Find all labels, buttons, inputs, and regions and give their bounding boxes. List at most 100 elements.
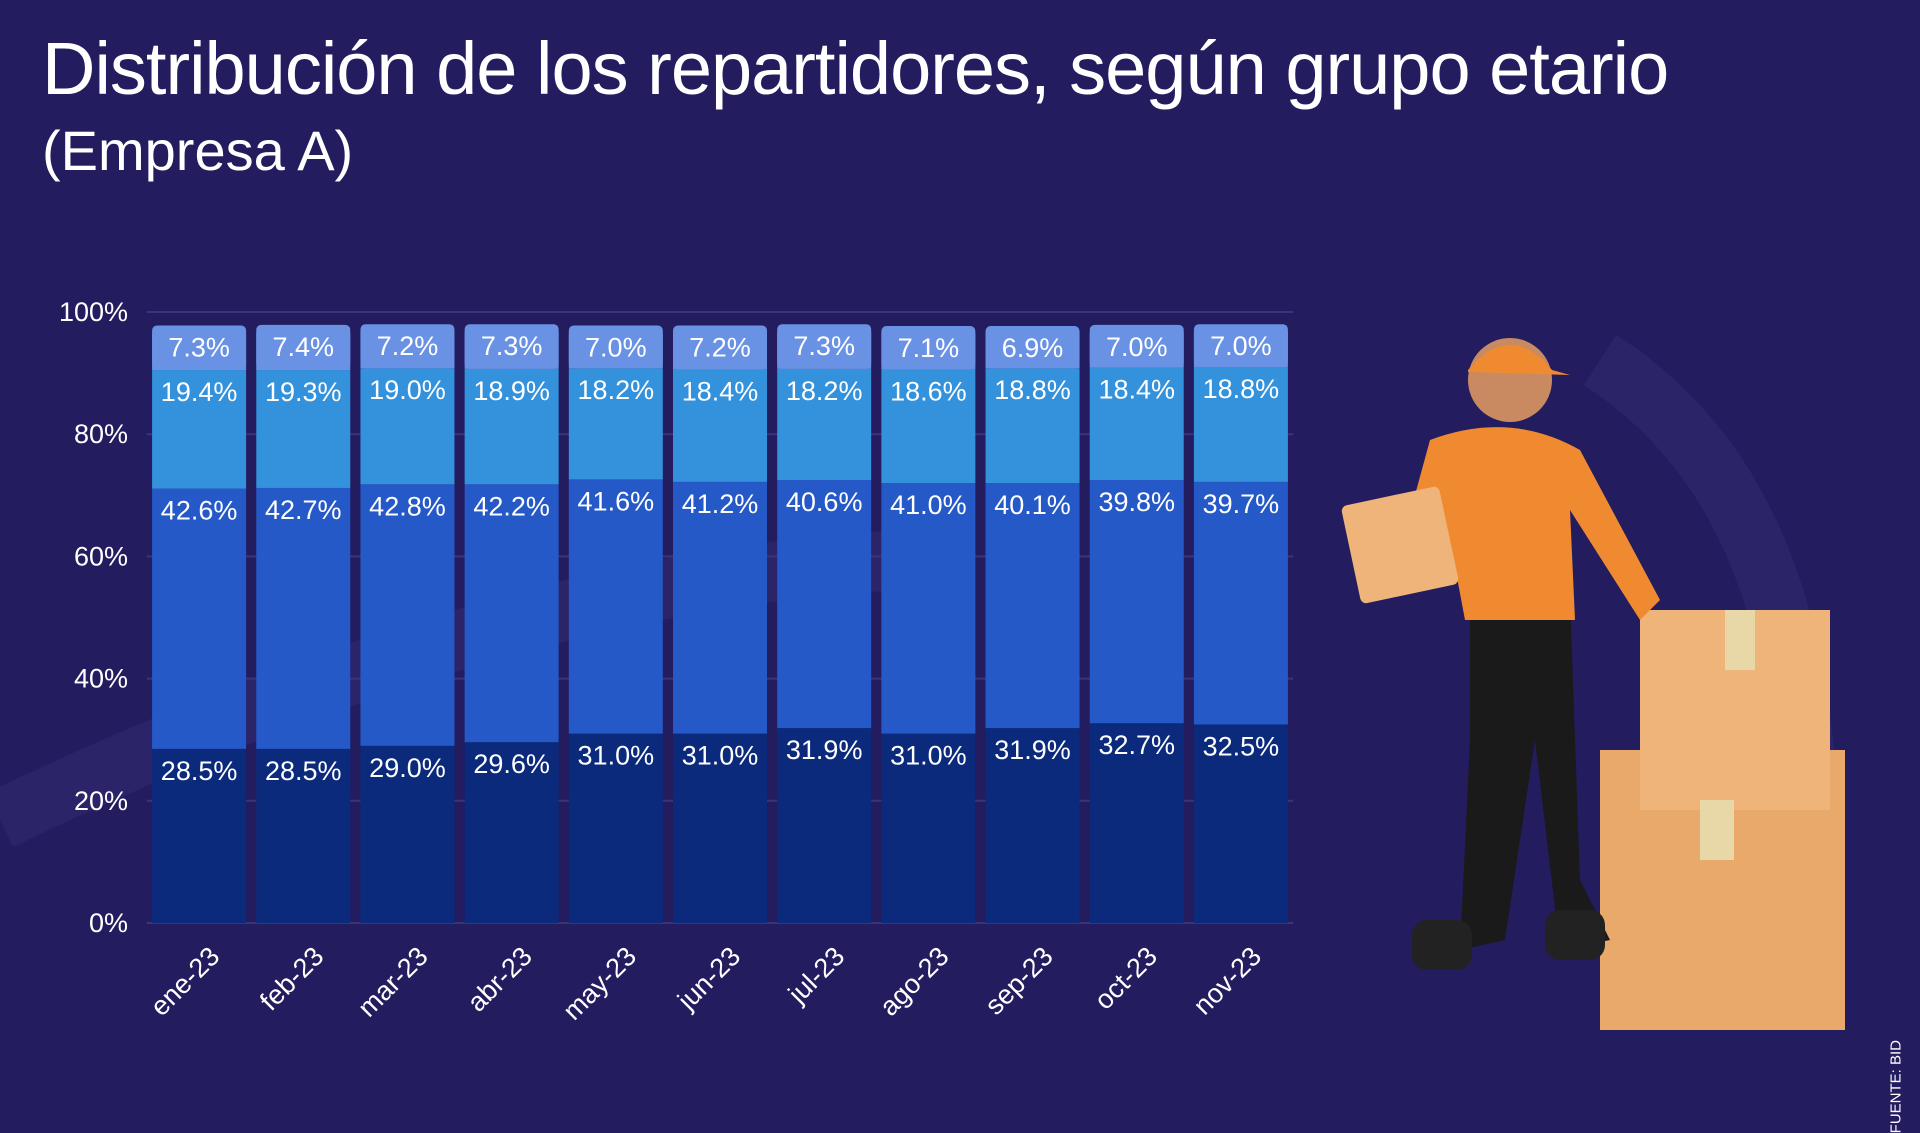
data-label: 7.2% (689, 332, 751, 362)
data-label: 39.7% (1203, 489, 1280, 519)
bar-segment (985, 368, 1080, 484)
data-label: 18.8% (994, 375, 1071, 405)
data-label: 7.3% (481, 331, 543, 361)
bar-segment (881, 733, 976, 923)
data-label: 31.0% (682, 741, 759, 771)
data-label: 7.3% (168, 332, 230, 362)
data-label: 28.5% (161, 756, 238, 786)
data-label: 31.0% (578, 741, 655, 771)
legs (1460, 600, 1610, 950)
bar-segment (673, 481, 767, 734)
bar-segment (256, 370, 351, 488)
chart-title: Distribución de los repartidores, según … (42, 27, 1669, 110)
data-label: 42.6% (161, 496, 238, 526)
bar-segment (1089, 480, 1184, 724)
bar-segment (881, 483, 976, 734)
data-label: 18.2% (786, 376, 863, 406)
y-tick-label: 40% (74, 664, 128, 694)
bar-segment (673, 733, 767, 923)
x-tick-label: jul-23 (782, 941, 851, 1010)
data-label: 19.4% (161, 377, 238, 407)
box-small (1341, 486, 1459, 604)
bar-segment (568, 733, 663, 923)
data-label: 18.4% (682, 376, 759, 406)
bar-segment (777, 728, 872, 923)
y-tick-label: 0% (89, 908, 128, 938)
x-tick-label: jun-23 (671, 941, 746, 1016)
bar-segment (464, 368, 559, 485)
data-label: 41.2% (682, 489, 759, 519)
data-label: 32.5% (1203, 731, 1280, 761)
x-tick-label: may-23 (557, 941, 642, 1026)
data-label: 18.4% (1098, 375, 1175, 405)
data-label: 42.7% (265, 495, 342, 525)
data-label: 7.3% (793, 331, 855, 361)
orange-sweater (1400, 427, 1660, 620)
bar-segment (673, 369, 767, 482)
shoe (1412, 920, 1472, 970)
x-tick-label: nov-23 (1188, 941, 1268, 1021)
data-label: 31.9% (994, 735, 1071, 765)
data-label: 7.0% (1106, 332, 1168, 362)
x-tick-label: ago-23 (874, 941, 955, 1022)
data-label: 42.8% (369, 491, 446, 521)
x-tick-label: feb-23 (254, 941, 329, 1016)
data-label: 19.3% (265, 377, 342, 407)
data-label: 40.6% (786, 487, 863, 517)
data-label: 7.1% (898, 333, 960, 363)
shoe (1545, 910, 1605, 960)
data-label: 40.1% (994, 490, 1071, 520)
bar-segment (152, 370, 247, 489)
data-label: 18.9% (473, 376, 550, 406)
data-label: 7.2% (377, 331, 439, 361)
data-label: 18.2% (578, 375, 655, 405)
x-tick-label: ene-23 (145, 941, 226, 1022)
bar-segment (1089, 723, 1184, 923)
x-tick-label: oct-23 (1089, 941, 1163, 1015)
data-label: 28.5% (265, 756, 342, 786)
bar-segment (568, 479, 663, 734)
bar-segment (360, 745, 455, 923)
data-label: 42.2% (473, 491, 550, 521)
y-tick-label: 100% (59, 297, 128, 327)
y-tick-label: 20% (74, 786, 128, 816)
chart-subtitle: (Empresa A) (42, 119, 354, 182)
bar-segment (1193, 366, 1288, 482)
x-tick-label: abr-23 (461, 941, 537, 1017)
bar-segment (985, 483, 1080, 729)
bar-segment (464, 484, 559, 743)
data-label: 18.8% (1203, 374, 1280, 404)
x-tick-label: sep-23 (979, 941, 1059, 1021)
data-label: 29.6% (473, 749, 550, 779)
bar-segment (360, 484, 455, 746)
bar-segment (360, 368, 455, 485)
y-tick-label: 80% (74, 419, 128, 449)
delivery-person-illustration (1341, 338, 1845, 1030)
data-label: 41.6% (578, 486, 655, 516)
bar-segment (985, 728, 1080, 923)
bar-segment (777, 368, 872, 481)
data-label: 7.4% (272, 332, 334, 362)
bar-segment (1089, 367, 1184, 481)
data-label: 18.6% (890, 376, 967, 406)
cap (1468, 345, 1570, 375)
bar-segment (1193, 724, 1288, 923)
data-label: 6.9% (1002, 333, 1064, 363)
bar-segment (256, 748, 351, 923)
data-label: 32.7% (1098, 730, 1175, 760)
bar-segment (152, 748, 247, 923)
bar-segment (1193, 481, 1288, 725)
data-label: 39.8% (1098, 487, 1175, 517)
data-label: 7.0% (585, 332, 647, 362)
bar-segment (881, 369, 976, 484)
bar-segment (777, 480, 872, 729)
source-note: FUENTE: BID (1887, 1040, 1904, 1133)
bar-segment (568, 368, 663, 480)
stacked-bar-chart: 0% 20% 40% 60% 80% 100% 28.5% 42.6% 19.4% 7.3% ene… (58, 297, 1293, 1026)
bar-segment (256, 487, 351, 749)
x-tick-label: mar-23 (352, 941, 434, 1023)
data-label: 31.9% (786, 735, 863, 765)
bar-segment (464, 742, 559, 923)
y-tick-label: 60% (74, 541, 128, 571)
data-label: 19.0% (369, 375, 446, 405)
